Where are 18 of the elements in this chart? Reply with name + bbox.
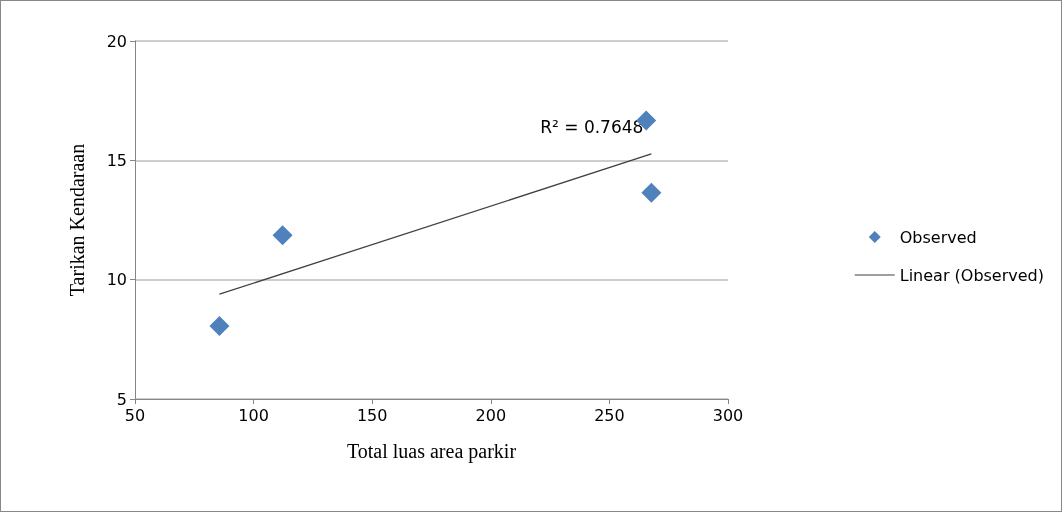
x-tick-label: 50 <box>124 405 146 425</box>
x-tick-label: 150 <box>356 405 388 425</box>
y-tick-label: 10 <box>106 270 127 290</box>
x-axis-title: Total luas area parkir <box>346 440 517 463</box>
annotation: R² = 0.7648 <box>540 117 644 138</box>
y-axis-title: Tarikan Kendaraan <box>66 143 88 297</box>
legend-label: Observed <box>899 227 977 247</box>
x-tick-label: 200 <box>475 405 507 425</box>
x-tick-label: 100 <box>238 405 269 425</box>
point <box>641 182 662 203</box>
y-tick-label: 5 <box>116 389 127 409</box>
y-tick-label: 20 <box>106 31 127 51</box>
point <box>209 315 230 336</box>
x-tick-label: 250 <box>594 405 625 425</box>
y-tick-label: 15 <box>106 150 127 170</box>
point <box>272 225 293 246</box>
x-tick-label: 300 <box>712 405 744 425</box>
legend-label: Linear (Observed) <box>899 265 1045 285</box>
